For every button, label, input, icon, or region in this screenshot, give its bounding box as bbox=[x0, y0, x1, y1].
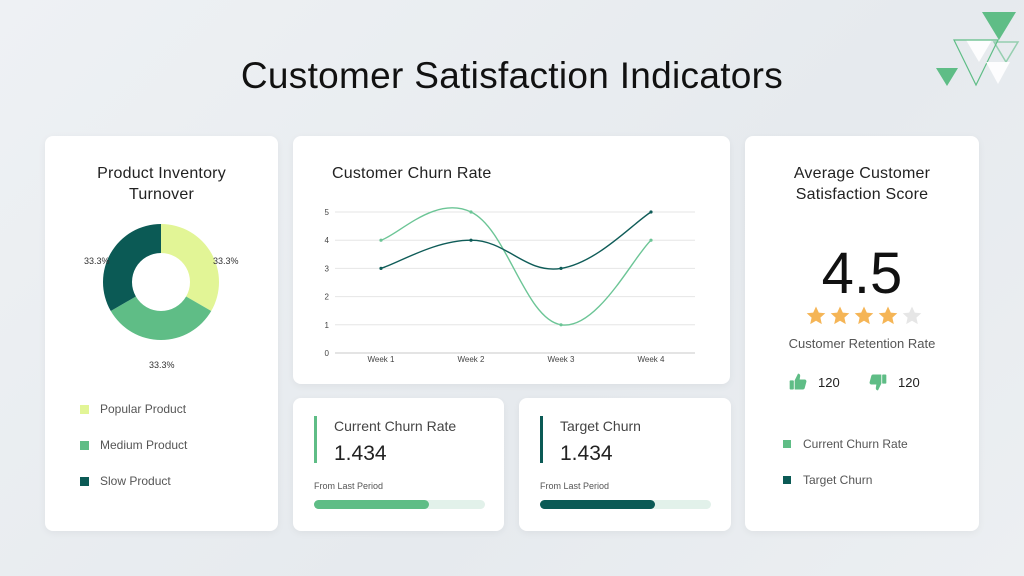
kpi-progress-track bbox=[540, 500, 711, 509]
churn-chart-card: 0 1 2 3 4 5 Week 1 Week 2 Week 3 Week 4 Customer … bbox=[293, 136, 730, 384]
kpi-subtitle: From Last Period bbox=[540, 481, 610, 491]
legend-swatch bbox=[80, 404, 89, 414]
kpi-accent-bar bbox=[540, 416, 543, 463]
donut-slice bbox=[110, 296, 212, 340]
star-filled-icon bbox=[878, 306, 898, 325]
x-tick-label: Week 4 bbox=[638, 355, 666, 364]
kpi-accent-bar bbox=[314, 416, 317, 463]
page-title: Customer Satisfaction Indicators bbox=[240, 55, 784, 96]
retention-label: Customer Retention Rate bbox=[788, 336, 936, 351]
slice-label-medium: 33.3% bbox=[149, 360, 175, 370]
data-point bbox=[379, 266, 383, 270]
legend-swatch bbox=[783, 476, 791, 484]
data-point bbox=[469, 210, 473, 214]
series-line bbox=[380, 211, 652, 270]
y-tick-label: 5 bbox=[325, 208, 330, 217]
legend-swatch bbox=[80, 476, 89, 486]
legend-swatch bbox=[783, 440, 791, 448]
legend-item-medium: Medium Product bbox=[80, 438, 187, 452]
kpi-label: Target Churn bbox=[560, 418, 641, 434]
score-title: Average Customer Satisfaction Score bbox=[793, 165, 931, 203]
thumbs-down-stat: 120 bbox=[868, 372, 920, 392]
churn-chart-title: Customer Churn Rate bbox=[332, 165, 492, 182]
kpi-progress-fill bbox=[540, 500, 655, 509]
thumbs-up-icon bbox=[789, 373, 807, 390]
legend-item-slow: Slow Product bbox=[80, 474, 171, 488]
churn-line-chart: 0 1 2 3 4 5 Week 1 Week 2 Week 3 Week 4 bbox=[325, 207, 695, 364]
data-point bbox=[559, 266, 563, 270]
current-churn-kpi-card: Current Churn Rate 1.434 From Last Perio… bbox=[293, 398, 504, 531]
x-tick-label: Week 2 bbox=[458, 355, 486, 364]
star-rating bbox=[804, 304, 924, 328]
star-filled-icon bbox=[854, 306, 874, 325]
x-tick-label: Week 3 bbox=[548, 355, 576, 364]
data-point bbox=[649, 238, 653, 242]
donut-slice bbox=[103, 224, 161, 311]
donut-slice bbox=[161, 224, 219, 311]
thumbs-down-icon bbox=[869, 374, 887, 391]
legend-item-target-churn: Target Churn bbox=[783, 473, 872, 487]
kpi-value: 1.434 bbox=[334, 442, 387, 465]
thumbs-up-stat: 120 bbox=[788, 372, 840, 392]
inventory-title: Product Inventory Turnover bbox=[97, 165, 226, 203]
score-value: 4.5 bbox=[821, 241, 903, 306]
triangle-logo-icon bbox=[936, 12, 1020, 87]
satisfaction-score-card: Average Customer Satisfaction Score 4.5 … bbox=[745, 136, 979, 531]
star-empty-icon bbox=[902, 306, 922, 325]
slice-label-slow: 33.3% bbox=[84, 256, 110, 266]
kpi-value: 1.434 bbox=[560, 442, 613, 465]
series-line bbox=[380, 207, 652, 326]
legend-item-popular: Popular Product bbox=[80, 402, 186, 416]
kpi-progress-track bbox=[314, 500, 485, 509]
legend-swatch bbox=[80, 440, 89, 450]
inventory-donut-chart bbox=[103, 224, 219, 340]
kpi-subtitle: From Last Period bbox=[314, 481, 384, 491]
data-point bbox=[379, 238, 383, 242]
y-tick-label: 4 bbox=[325, 236, 330, 245]
kpi-progress-fill bbox=[314, 500, 429, 509]
y-tick-label: 1 bbox=[325, 321, 330, 330]
y-tick-label: 2 bbox=[325, 293, 330, 302]
data-point bbox=[649, 210, 653, 214]
thumbs-down-count: 120 bbox=[898, 374, 920, 390]
x-tick-label: Week 1 bbox=[368, 355, 396, 364]
target-churn-kpi-card: Target Churn 1.434 From Last Period bbox=[519, 398, 731, 531]
data-point bbox=[559, 323, 563, 327]
legend-item-current-churn: Current Churn Rate bbox=[783, 437, 908, 451]
y-tick-label: 3 bbox=[325, 264, 330, 273]
kpi-label: Current Churn Rate bbox=[334, 418, 457, 434]
slice-label-popular: 33.3% bbox=[213, 256, 239, 266]
star-filled-icon bbox=[806, 306, 826, 325]
y-tick-label: 0 bbox=[325, 349, 330, 358]
data-point bbox=[469, 238, 473, 242]
star-filled-icon bbox=[830, 306, 850, 325]
thumbs-up-count: 120 bbox=[818, 374, 840, 390]
inventory-card: Product Inventory Turnover 33.3% 33.3% 3… bbox=[45, 136, 278, 531]
